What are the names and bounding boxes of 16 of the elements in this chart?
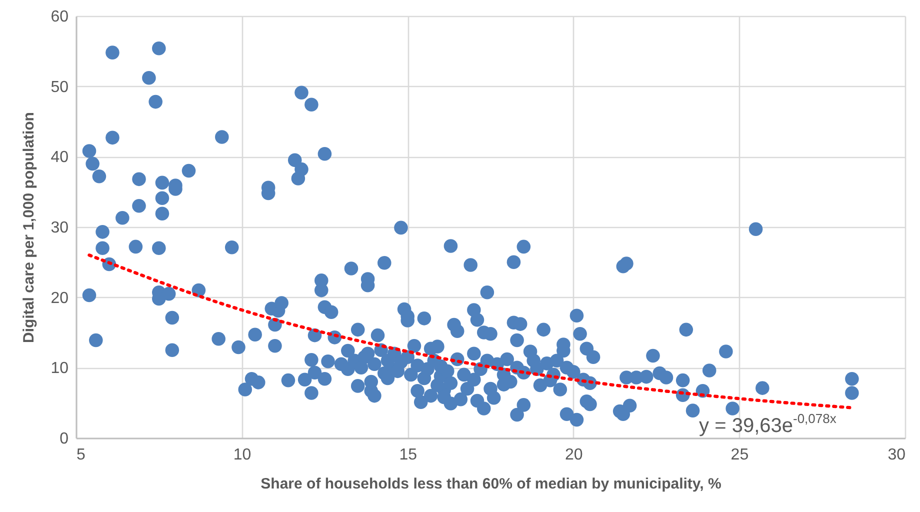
x-tick-label: 30 [888, 446, 906, 464]
y-tick-label: 0 [60, 430, 69, 448]
x-tick-label: 25 [730, 446, 749, 464]
y-tick-label: 20 [50, 290, 69, 307]
x-tick-label: 5 [76, 446, 86, 464]
x-tick-label: 20 [565, 446, 583, 464]
y-tick-label: 30 [50, 220, 69, 236]
y-tick-label: 60 [50, 8, 69, 26]
y-tick-label: 50 [50, 78, 69, 96]
x-tick-label: 15 [399, 446, 418, 464]
y-tick-label: 10 [50, 360, 69, 378]
x-axis-title: Share of households less than 60% of median by municipality, % [260, 476, 722, 492]
line-series [88, 254, 854, 410]
x-tick-label: 10 [233, 446, 252, 464]
y-tick-label: 40 [50, 149, 69, 166]
y-axis-title: Digital care per 1,000 population [20, 112, 38, 343]
